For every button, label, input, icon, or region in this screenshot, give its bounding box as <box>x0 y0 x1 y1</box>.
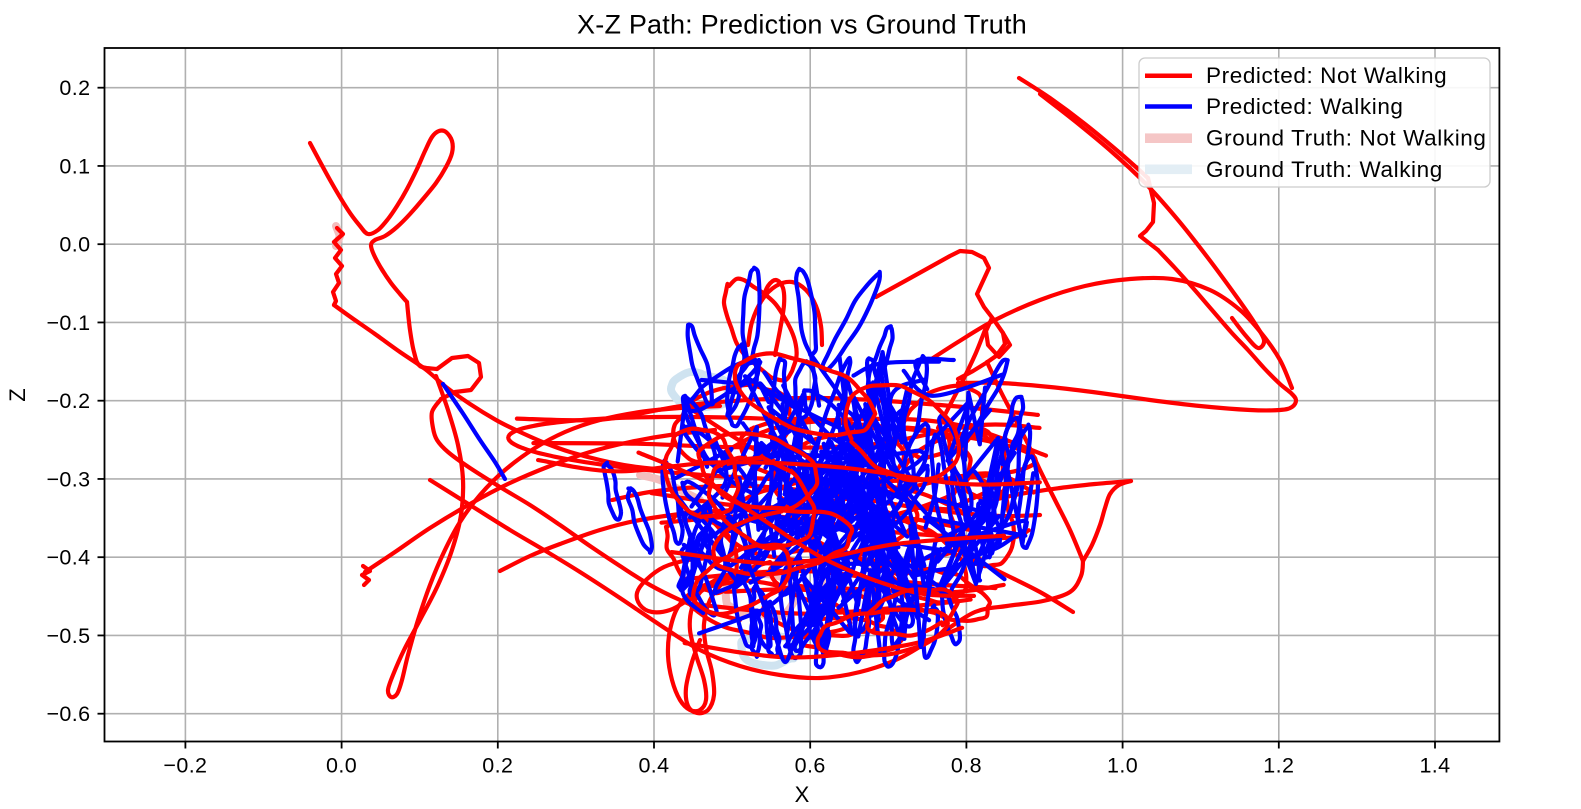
svg-text:0.6: 0.6 <box>795 754 826 778</box>
svg-text:−0.3: −0.3 <box>46 467 90 491</box>
svg-text:0.2: 0.2 <box>482 754 513 778</box>
svg-text:X-Z Path: Prediction vs Ground: X-Z Path: Prediction vs Ground Truth <box>577 10 1027 40</box>
svg-text:X: X <box>795 782 810 804</box>
svg-text:−0.2: −0.2 <box>46 389 90 413</box>
svg-text:0.2: 0.2 <box>59 76 90 100</box>
svg-text:Ground Truth: Walking: Ground Truth: Walking <box>1206 157 1443 182</box>
svg-text:Predicted: Walking: Predicted: Walking <box>1206 94 1404 119</box>
svg-text:−0.2: −0.2 <box>163 754 207 778</box>
svg-text:Ground Truth: Not Walking: Ground Truth: Not Walking <box>1206 126 1487 151</box>
svg-text:−0.1: −0.1 <box>46 311 90 335</box>
svg-text:0.1: 0.1 <box>59 154 90 178</box>
svg-text:0.0: 0.0 <box>59 233 90 257</box>
svg-text:1.0: 1.0 <box>1107 754 1138 778</box>
svg-text:−0.5: −0.5 <box>46 624 90 648</box>
svg-text:0.4: 0.4 <box>638 754 669 778</box>
svg-text:1.2: 1.2 <box>1263 754 1294 778</box>
svg-text:−0.6: −0.6 <box>46 702 90 726</box>
svg-text:0.0: 0.0 <box>326 754 357 778</box>
svg-text:Z: Z <box>5 388 30 401</box>
svg-text:0.8: 0.8 <box>951 754 982 778</box>
svg-text:1.4: 1.4 <box>1419 754 1450 778</box>
svg-text:−0.4: −0.4 <box>46 546 90 570</box>
svg-text:Predicted: Not Walking: Predicted: Not Walking <box>1206 63 1447 88</box>
